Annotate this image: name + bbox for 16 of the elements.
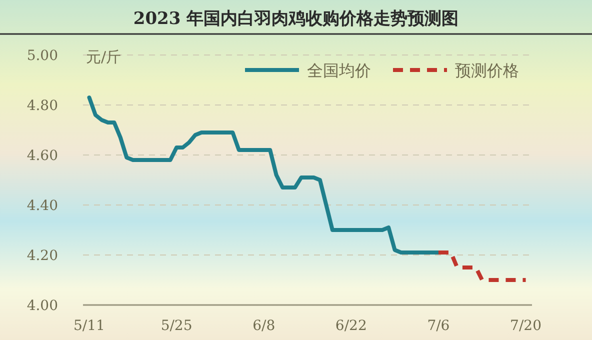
x-tick-label: 7/20 xyxy=(510,318,542,334)
y-tick-label: 4.20 xyxy=(26,248,58,264)
x-tick-label: 6/8 xyxy=(252,318,276,334)
y-tick-label: 5.00 xyxy=(26,48,58,64)
x-tick-label: 5/25 xyxy=(160,318,192,334)
legend-label: 预测价格 xyxy=(455,61,519,80)
x-tick-label: 5/11 xyxy=(74,318,105,334)
y-tick-label: 4.00 xyxy=(26,298,58,314)
y-tick-label: 4.40 xyxy=(26,198,58,214)
title: 2023 年国内白羽肉鸡收购价格走势预测图 xyxy=(133,9,459,29)
ylabel: 元/斤 xyxy=(86,48,122,66)
x-tick-label: 6/22 xyxy=(335,318,367,334)
y-tick-label: 4.80 xyxy=(26,98,58,114)
x-tick-label: 7/6 xyxy=(427,318,450,334)
legend-label: 全国均价 xyxy=(307,61,371,80)
y-tick-label: 4.60 xyxy=(26,148,58,164)
